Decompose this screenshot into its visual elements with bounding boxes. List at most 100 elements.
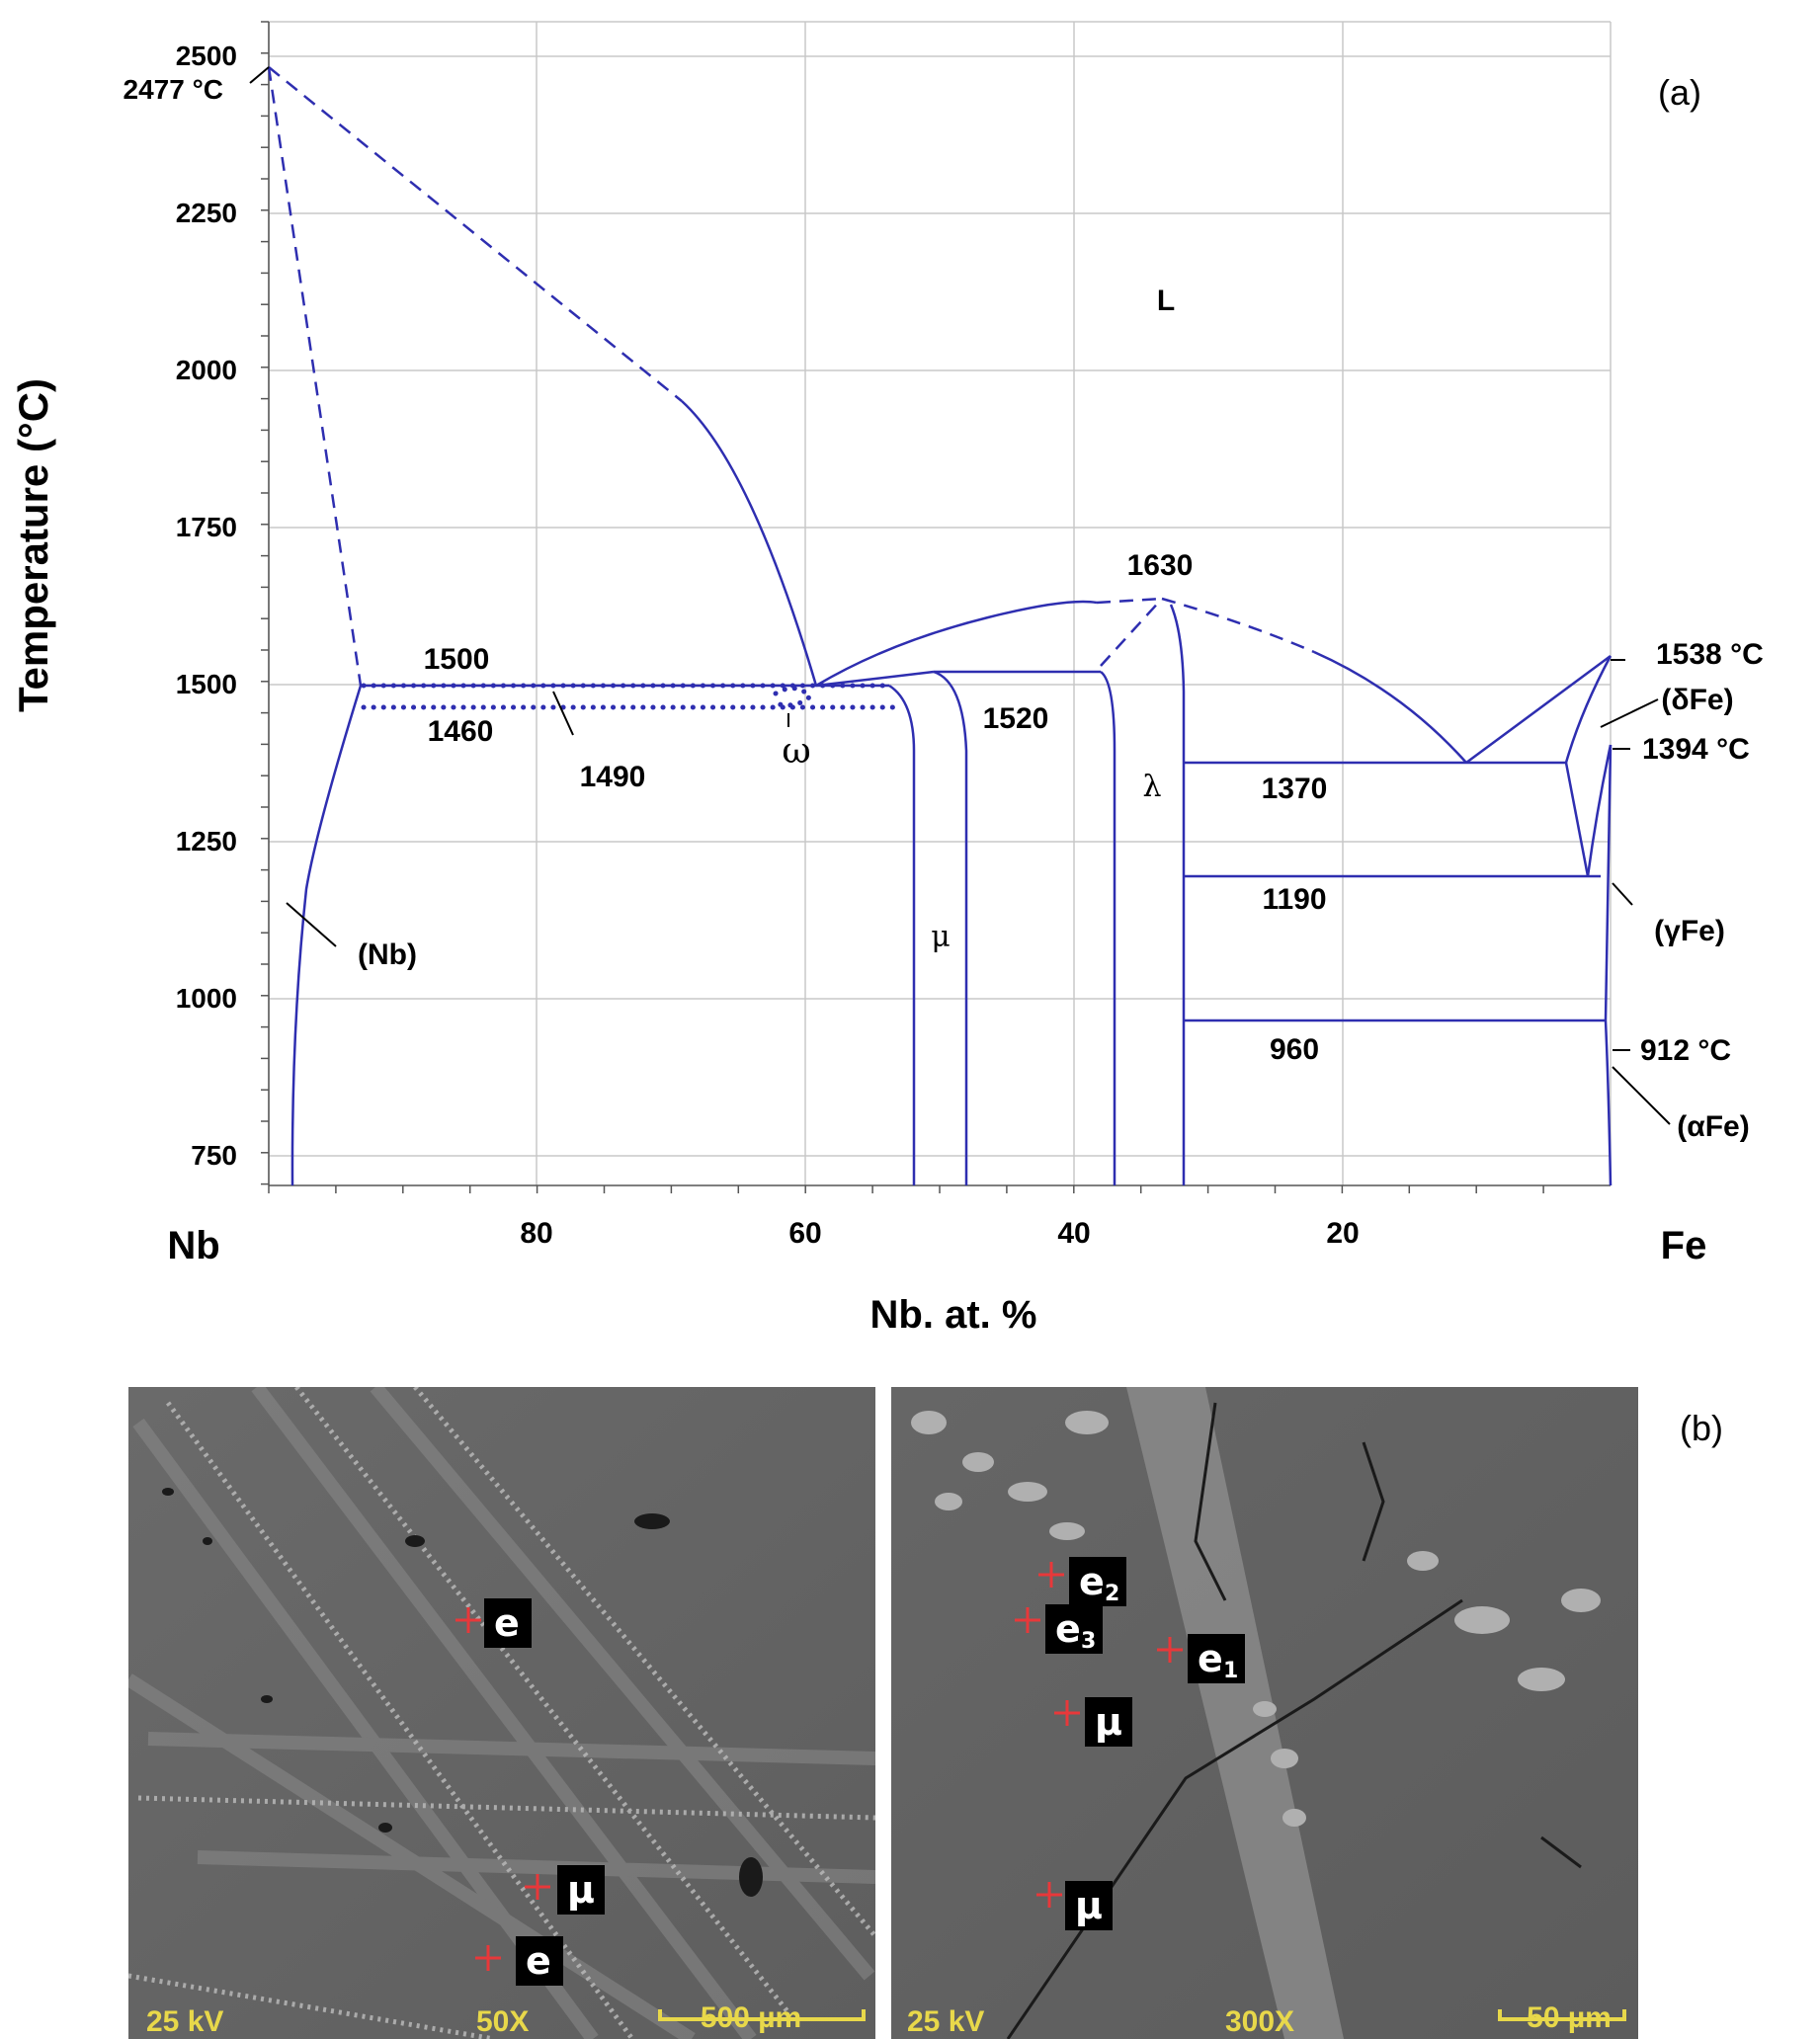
sem-marker-right-3: μ	[1054, 1697, 1132, 1747]
fe-912-label: 912 °C	[1640, 1034, 1731, 1067]
sem-image-left	[128, 1387, 875, 2039]
liquidus-l-solid	[681, 400, 818, 687]
nb-melting-label: 2477 °C	[124, 74, 224, 105]
marker-tag-box	[1188, 1634, 1245, 1683]
marker-tag-box	[1069, 1557, 1126, 1606]
panel-a-label: (a)	[1658, 72, 1701, 113]
marker-tag-box	[1065, 1881, 1113, 1930]
crosshair-icon	[475, 1945, 501, 1971]
marker-tag-box	[1085, 1697, 1132, 1747]
crosshair-icon	[1054, 1700, 1080, 1726]
liquidus-1630-left-dash	[1096, 597, 1163, 605]
marker-label: e	[1079, 1560, 1105, 1603]
lambda-left	[1100, 670, 1117, 1185]
x-tick-labels: 80 60 40 20 Nb Fe	[167, 1217, 1706, 1267]
y-tick-labels: 2500 2250 2000 1750 1500 1250 1000 750	[176, 41, 237, 1171]
marker-subscript: 1	[1223, 1659, 1238, 1683]
sem-left-scalebar	[658, 2009, 866, 2021]
phase-nb: (Nb)	[358, 938, 417, 971]
temp-1460: 1460	[428, 715, 494, 748]
sem-info-left: 25 kV 50X 500 µm	[146, 2001, 866, 2038]
panel-b-label: (b)	[1680, 1408, 1723, 1448]
phase-gamma-fe: (γFe)	[1654, 915, 1725, 947]
crosshair-icon	[1036, 1882, 1062, 1908]
y-tick-1500: 1500	[176, 669, 237, 699]
marker-label: e	[494, 1601, 520, 1645]
phase-diagram: 2500 2250 2000 1750 1500 1250 1000 750 8…	[10, 21, 1764, 1337]
marker-label: e	[1055, 1607, 1081, 1651]
phase-liquid: L	[1157, 285, 1175, 317]
x-tick-40: 40	[1057, 1217, 1090, 1250]
y-tick-2250: 2250	[176, 198, 237, 228]
marker-label: e	[526, 1939, 551, 1983]
y-tick-750: 750	[191, 1140, 237, 1171]
liquidus-right-dash	[1161, 597, 1315, 654]
sem-right-mag: 300X	[1225, 2005, 1294, 2038]
x-axis-title: Nb. at. %	[870, 1293, 1037, 1337]
crosshair-icon	[1015, 1607, 1040, 1633]
liquidus-right-solid	[1313, 650, 1467, 764]
sem-marker-left-1: μ	[525, 1865, 605, 1915]
temp-1190: 1190	[1262, 883, 1326, 916]
sem-marker-left-2: e	[475, 1936, 563, 1986]
x-end-nb: Nb	[167, 1224, 219, 1267]
y-tick-1000: 1000	[176, 983, 237, 1014]
grid	[268, 21, 1612, 1185]
liquidus-nb-dashed	[267, 66, 363, 687]
phase-lambda: λ	[1142, 770, 1161, 804]
marker-tag-box	[516, 1936, 563, 1986]
phase-omega: ω	[782, 731, 810, 772]
sem-left-kv: 25 kV	[146, 2005, 223, 2038]
sem-right-kv: 25 kV	[907, 2005, 984, 2038]
temp-1630: 1630	[1127, 549, 1194, 582]
sem-left-mag: 50X	[476, 2005, 529, 2038]
liquidus-fe	[1465, 654, 1612, 765]
temp-1370: 1370	[1262, 773, 1328, 805]
axes	[261, 21, 1611, 1193]
marker-tag-box	[484, 1598, 532, 1648]
sem-info-right: 25 kV 300X 50 µm	[907, 2001, 1626, 2038]
y-tick-2500: 2500	[176, 41, 237, 71]
lambda-right	[1169, 604, 1186, 1185]
sem-image-right	[891, 1387, 1638, 2039]
liquidus-to-1630	[815, 600, 1098, 688]
marker-tag-box	[557, 1865, 605, 1915]
x-tick-20: 20	[1326, 1217, 1359, 1250]
y-tick-2000: 2000	[176, 355, 237, 385]
phase-mu: μ	[931, 920, 951, 954]
sem-marker-left-0: e	[455, 1598, 532, 1648]
crosshair-icon	[1038, 1562, 1064, 1588]
sem-right-scalebar	[1498, 2009, 1626, 2021]
phase-delta-fe: (δFe)	[1661, 684, 1733, 716]
y-tick-1750: 1750	[176, 512, 237, 542]
x-end-fe: Fe	[1661, 1224, 1707, 1267]
liquidus-l-dashed	[268, 66, 683, 402]
phase-alpha-fe: (αFe)	[1677, 1110, 1749, 1143]
marker-tag-box	[1045, 1604, 1103, 1654]
marker-label: μ	[567, 1868, 595, 1912]
mu-left	[888, 684, 916, 1185]
fe-melting-label: 1538 °C	[1656, 638, 1764, 671]
crosshair-icon	[525, 1874, 550, 1900]
x-tick-60: 60	[788, 1217, 821, 1250]
marker-subscript: 3	[1081, 1629, 1096, 1654]
crosshair-icon	[1157, 1637, 1183, 1663]
pointer-lines	[249, 66, 1671, 1125]
nb-solvus	[290, 685, 363, 1186]
temp-1520: 1520	[983, 702, 1049, 735]
y-axis-title: Temperature (°C)	[10, 378, 56, 712]
y-tick-1250: 1250	[176, 826, 237, 856]
crosshair-icon	[455, 1607, 481, 1633]
liquidus-lambda-left-dash	[1100, 598, 1163, 667]
sem-marker-right-4: μ	[1036, 1881, 1113, 1930]
marker-label: μ	[1095, 1700, 1122, 1744]
mu-right	[933, 670, 968, 1185]
x-tick-80: 80	[520, 1217, 552, 1250]
marker-subscript: 2	[1105, 1582, 1119, 1606]
metastable-lines	[361, 683, 902, 710]
temp-960: 960	[1270, 1033, 1319, 1066]
